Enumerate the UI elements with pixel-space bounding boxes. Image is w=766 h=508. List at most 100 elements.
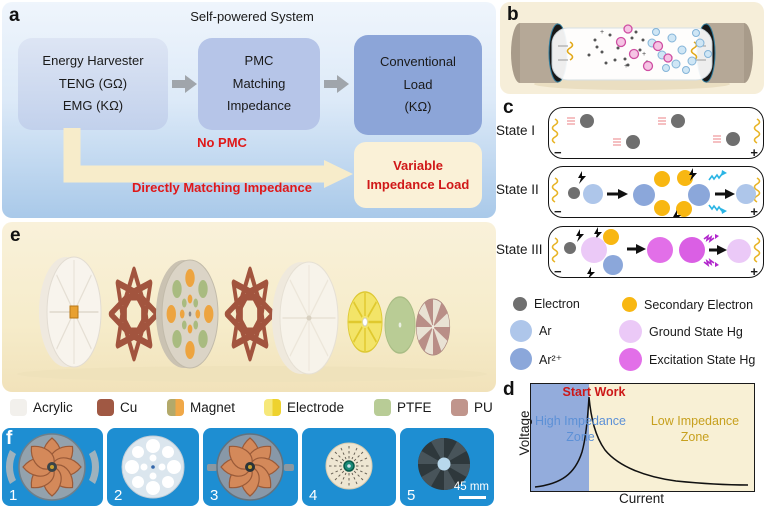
photo-coil-disc-3: 3 <box>203 428 298 506</box>
panel-b-lamp-render: b <box>500 2 764 94</box>
legend-ground-hg: Ground State Hg <box>619 320 743 343</box>
minus-terminal: − <box>554 145 562 160</box>
panel-a-flowchart: a Self-powered System Energy Harvester T… <box>2 2 496 218</box>
state-1-diagram: − + <box>548 107 764 159</box>
legend-magnet: Magnet <box>167 399 235 416</box>
cu-label: Cu <box>120 400 138 415</box>
coil-icon <box>551 237 559 263</box>
coil-icon <box>551 177 559 203</box>
state-2-label: State II <box>496 182 539 197</box>
pmc-line3: Impedance <box>226 98 292 114</box>
ar2-icon <box>510 348 532 370</box>
coil-disc-photo <box>5 433 100 501</box>
flow-arrow-icon <box>172 75 197 93</box>
photo-coil-disc-1: 1 <box>2 428 103 506</box>
acrylic-label: Acrylic <box>33 400 73 415</box>
coil-disc-photo <box>207 433 294 501</box>
panel-a-title: Self-powered System <box>190 9 314 24</box>
cu-swatch <box>97 399 114 416</box>
energy-harvester-line3: EMG (KΩ) <box>62 98 124 114</box>
hg-atoms <box>615 24 673 72</box>
state-3-label: State III <box>496 242 543 257</box>
cu-coil-ring <box>224 266 276 362</box>
variable-load-line1: Variable <box>393 157 443 173</box>
state-3-diagram: − + <box>548 226 764 278</box>
legend-ground-hg-label: Ground State Hg <box>649 324 743 339</box>
gas-discharge-tube: + + + <box>511 23 753 90</box>
panel-label-a: a <box>9 5 20 26</box>
energy-harvester-box: Energy Harvester TENG (GΩ) EMG (KΩ) <box>18 38 168 130</box>
directly-matching-label: Directly Matching Impedance <box>132 180 312 195</box>
pu-disc <box>415 298 451 356</box>
photo-number: 1 <box>9 487 18 504</box>
legend-electrode: Electrode <box>264 399 344 416</box>
magnet-label: Magnet <box>190 400 236 415</box>
photo-number: 3 <box>210 487 219 504</box>
cu-coil-ring <box>108 266 160 362</box>
scale-bar <box>459 496 486 499</box>
flow-arrow-icon <box>324 75 349 93</box>
plus-terminal: + <box>750 204 758 219</box>
legend-ar2: Ar²⁺ <box>510 348 562 370</box>
legend-ar-label: Ar <box>539 324 552 338</box>
legend-secondary-electron: Secondary Electron <box>622 297 753 312</box>
legend-acrylic: Acrylic <box>10 399 73 416</box>
electron-icon <box>513 297 527 311</box>
pu-swatch <box>451 399 468 416</box>
panel-label-e: e <box>10 225 21 246</box>
secondary-electron-icon <box>622 297 637 312</box>
legend-ar2-label: Ar²⁺ <box>539 352 563 367</box>
ar-icon <box>510 320 532 342</box>
legend-cu: Cu <box>97 399 137 416</box>
pmc-line2: Matching <box>232 75 286 91</box>
excited-hg-icon <box>619 348 642 371</box>
state-2-diagram: − + <box>548 166 764 218</box>
state-1-particles <box>567 114 740 149</box>
panel-label-c: c <box>503 97 514 118</box>
state-3-particles <box>564 227 751 277</box>
electrode-disc-photo <box>325 442 373 490</box>
vi-curve-chart: Start Work High Impedance Zone Low Imped… <box>530 383 755 492</box>
vi-curve <box>534 396 749 488</box>
panel-label-b: b <box>507 4 519 25</box>
state-1-label: State I <box>496 123 536 138</box>
panel-label-f: f <box>6 428 13 449</box>
conventional-load-line2: Load <box>403 76 433 92</box>
electrode-disc <box>347 291 383 353</box>
acrylic-swatch <box>10 399 27 416</box>
legend-ptfe: PTFE <box>374 399 432 416</box>
energy-harvester-line2: TENG (GΩ) <box>58 75 128 91</box>
exploded-device-render <box>17 256 487 382</box>
pmc-box: PMC Matching Impedance <box>198 38 320 130</box>
pu-disc-photo <box>418 438 470 490</box>
energy-harvester-line1: Energy Harvester <box>42 52 144 68</box>
photo-number: 2 <box>114 487 123 504</box>
coil-icon <box>753 118 761 144</box>
coil-icon <box>551 118 559 144</box>
ground-hg-icon <box>619 320 642 343</box>
x-axis-label: Current <box>618 491 664 506</box>
legend-pu: PU <box>451 399 493 416</box>
electrode-swatch <box>264 399 281 416</box>
legend-secondary-label: Secondary Electron <box>644 297 754 312</box>
svg-text:+: + <box>642 51 646 58</box>
magnet-holder-photo <box>121 435 185 499</box>
magnet-disc <box>156 259 219 369</box>
svg-text:+: + <box>624 63 628 70</box>
panel-e-exploded-view: e <box>2 222 496 392</box>
pu-label: PU <box>474 400 493 415</box>
ptfe-disc <box>384 296 416 354</box>
magnet-swatch <box>167 399 184 416</box>
minus-terminal: − <box>554 204 562 219</box>
electrode-coil-icon <box>566 41 574 61</box>
conventional-load-line1: Conventional <box>380 53 456 69</box>
conventional-load-box: Conventional Load (KΩ) <box>354 35 482 135</box>
low-impedance-annotation: Low Impedance Zone <box>650 414 740 445</box>
conventional-load-line3: (KΩ) <box>404 99 432 115</box>
y-axis-label: Voltage <box>517 410 532 456</box>
photo-pu-disc-5: 5 45 mm <box>400 428 494 506</box>
coil-icon <box>753 237 761 263</box>
minus-terminal: − <box>554 264 562 279</box>
ptfe-swatch <box>374 399 391 416</box>
high-impedance-zone <box>531 384 589 491</box>
